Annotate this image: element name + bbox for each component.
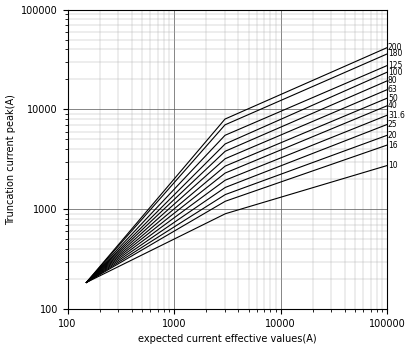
Text: 125: 125 <box>388 61 402 70</box>
Text: 25: 25 <box>388 120 397 129</box>
Text: 50: 50 <box>388 94 398 103</box>
Text: 20: 20 <box>388 131 397 140</box>
Text: 180: 180 <box>388 49 402 58</box>
Text: 63: 63 <box>388 85 398 94</box>
Text: 10: 10 <box>388 161 397 170</box>
Text: 200: 200 <box>388 43 402 52</box>
Text: 16: 16 <box>388 141 397 149</box>
Text: 100: 100 <box>388 68 402 77</box>
Text: 80: 80 <box>388 76 397 85</box>
X-axis label: expected current effective values(A): expected current effective values(A) <box>138 335 316 344</box>
Text: 40: 40 <box>388 101 398 110</box>
Y-axis label: Truncation current peak(A): Truncation current peak(A) <box>6 94 16 225</box>
Text: 31.6: 31.6 <box>388 111 405 120</box>
